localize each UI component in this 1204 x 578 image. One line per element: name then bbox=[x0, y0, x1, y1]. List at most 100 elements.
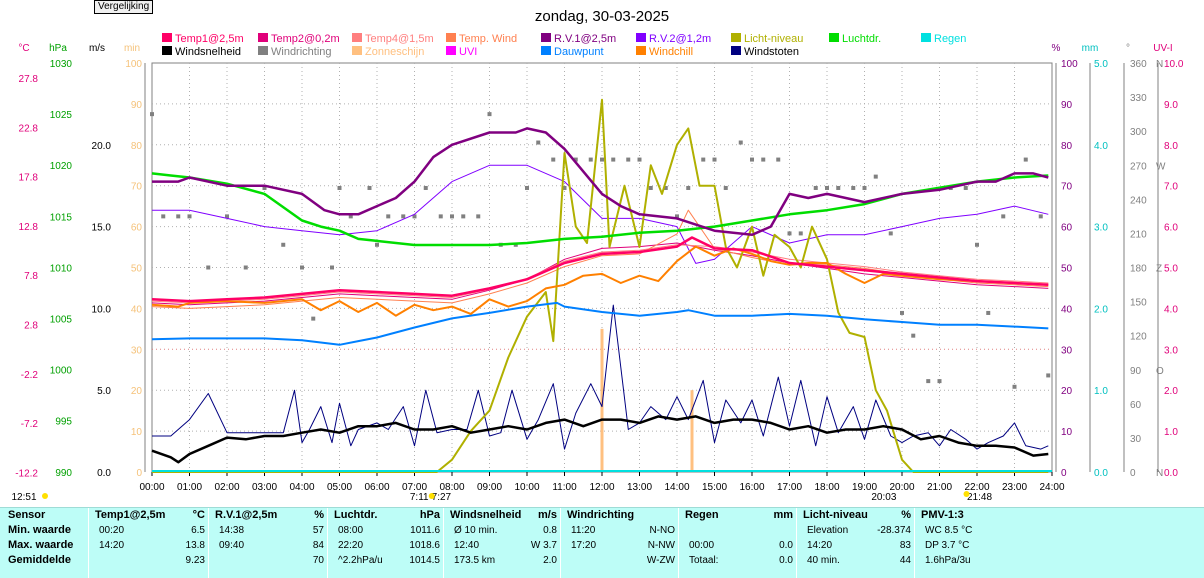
compass-label: N bbox=[1156, 468, 1163, 479]
windrichting-point bbox=[750, 157, 754, 162]
stats-column-unit: m/s bbox=[538, 509, 557, 521]
legend-label: R.V.2@1,2m bbox=[649, 33, 711, 45]
stats-column-title: Windrichting bbox=[567, 509, 635, 521]
temp4-1-5m-line bbox=[151, 244, 1049, 304]
direction-tick-label: 270 bbox=[1130, 161, 1147, 172]
stats-cell-value: 6.5 bbox=[191, 525, 205, 536]
stats-cell-row: ^2.2hPa/u 1014.5 bbox=[328, 553, 444, 568]
stats-cell-value: 0.8 bbox=[543, 525, 557, 536]
stats-cell-value: 84 bbox=[312, 540, 324, 551]
sunrise-label: 7:11 bbox=[410, 492, 429, 503]
light-tick-label: 90 bbox=[131, 100, 143, 111]
uv-tick-label: 8.0 bbox=[1164, 141, 1178, 152]
rain-tick-label: 2.0 bbox=[1094, 304, 1108, 315]
x-tick-label: 16:00 bbox=[739, 482, 764, 493]
x-tick-label: 07:00 bbox=[402, 482, 427, 493]
stats-cell-value: 70 bbox=[312, 555, 324, 566]
stats-row-labels: Sensor Min. waarde Max. waarde Gemiddeld… bbox=[0, 508, 98, 578]
stats-cell-row: 12:40 W 3.7 bbox=[444, 538, 561, 553]
stats-cell-value: 2.0 bbox=[543, 555, 557, 566]
stats-cell-row: 09:40 84 bbox=[209, 538, 328, 553]
windrichting-point bbox=[367, 185, 372, 190]
windrichting-point bbox=[600, 157, 604, 162]
uv-tick-label: 9.0 bbox=[1164, 100, 1178, 111]
stats-column-unit: % bbox=[314, 509, 324, 521]
stats-column: R.V.1@2,5m% 14:38 57 09:40 84 70 bbox=[208, 508, 328, 578]
stats-cell-label: 14:20 bbox=[99, 540, 125, 551]
r-v-1-2-5m-line bbox=[152, 127, 1049, 237]
stats-cell-value: 57 bbox=[312, 525, 324, 536]
temp-tick-label: 7.8 bbox=[24, 271, 38, 282]
stats-cell-value: 1014.5 bbox=[409, 555, 440, 566]
stats-column-title: Windsnelheid bbox=[450, 509, 522, 521]
x-tick-label: 18:00 bbox=[814, 482, 839, 493]
stats-column-header: Windsnelheid m/s bbox=[444, 508, 561, 523]
temp1-2-5m-line bbox=[151, 236, 1049, 303]
x-tick-label: 08:00 bbox=[439, 482, 464, 493]
stats-cell-row: 70 bbox=[209, 553, 328, 568]
legend-label: Luchtdr. bbox=[842, 33, 881, 45]
stats-cell-row: 173.5 km 2.0 bbox=[444, 553, 561, 568]
stats-cell-value: W 3.7 bbox=[530, 540, 557, 551]
humidity-tick-label: 80 bbox=[1061, 141, 1073, 152]
stats-cell-row: Elevation -28.374 bbox=[797, 523, 915, 538]
direction-tick-label: 240 bbox=[1130, 195, 1147, 206]
stats-cell-row bbox=[679, 523, 797, 538]
legend-swatch bbox=[731, 46, 741, 55]
rain-tick-label: 3.0 bbox=[1094, 223, 1108, 234]
uv-tick-label: 2.0 bbox=[1164, 386, 1178, 397]
legend-swatch bbox=[829, 33, 839, 42]
x-tick-label: 17:00 bbox=[777, 482, 802, 493]
light-tick-label: 80 bbox=[131, 141, 143, 152]
windrichting-point bbox=[1023, 157, 1028, 162]
x-tick-label: 24:00 bbox=[1039, 482, 1064, 493]
stats-column: Temp1@2,5m °C 00:20 6.5 14:20 13.8 9.23 bbox=[88, 508, 209, 578]
legend-swatch bbox=[258, 46, 268, 55]
pressure-tick-label: 1030 bbox=[50, 59, 73, 70]
legend-swatch bbox=[446, 33, 456, 42]
windchill-line bbox=[151, 245, 1049, 317]
compare-button[interactable]: Vergelijking bbox=[94, 0, 154, 14]
temp-tick-label: 2.8 bbox=[24, 321, 38, 332]
stats-cell-row: W-ZW bbox=[561, 553, 679, 568]
legend-label: Windrichting bbox=[271, 46, 332, 58]
stats-column-header: Temp1@2,5m °C bbox=[89, 508, 209, 523]
stats-cell-label: 12:40 bbox=[454, 540, 480, 551]
pressure-tick-label: 1020 bbox=[50, 161, 73, 172]
legend-label: Zonneschijn bbox=[365, 46, 424, 58]
temp-tick-label: 27.8 bbox=[19, 74, 39, 85]
legend-swatch bbox=[352, 33, 362, 42]
stats-cell-row: WC 8.5 °C bbox=[915, 523, 1035, 538]
stats-cell-row: Ø 10 min. 0.8 bbox=[444, 523, 561, 538]
windrichting-point bbox=[476, 214, 481, 219]
stats-column-title: Licht-niveau bbox=[803, 509, 868, 521]
direction-tick-label: 120 bbox=[1130, 332, 1147, 343]
direction-tick-label: 60 bbox=[1130, 400, 1142, 411]
stats-label-min: Min. waarde bbox=[8, 524, 71, 536]
x-tick-label: 03:00 bbox=[252, 482, 277, 493]
dauwpunt-line bbox=[151, 301, 1049, 346]
windrichting-point bbox=[888, 231, 893, 236]
stats-column-header: PMV-1:3 bbox=[915, 508, 1035, 523]
stats-cell-label: ^2.2hPa/u bbox=[338, 555, 383, 566]
light-tick-label: 40 bbox=[131, 304, 143, 315]
x-tick-label: 14:00 bbox=[664, 482, 689, 493]
direction-tick-label: 0 bbox=[1130, 468, 1136, 479]
windrichting-point bbox=[798, 231, 803, 236]
sun-icon bbox=[428, 493, 435, 499]
windrichting-point bbox=[461, 214, 466, 219]
x-tick-label: 09:00 bbox=[477, 482, 502, 493]
direction-tick-label: 300 bbox=[1130, 127, 1147, 138]
windrichting-point bbox=[330, 265, 334, 270]
stats-cell-value: N-NW bbox=[647, 540, 675, 551]
stats-column-title: R.V.1@2,5m bbox=[215, 509, 278, 521]
x-tick-label: 12:00 bbox=[589, 482, 614, 493]
legend-label: R.V.1@2,5m bbox=[554, 33, 616, 45]
stats-cell-value: 13.8 bbox=[185, 540, 205, 551]
windrichting-point bbox=[813, 185, 818, 190]
uv-tick-label: 3.0 bbox=[1164, 345, 1178, 356]
legend-label: Temp1@2,5m bbox=[175, 33, 244, 45]
stats-cell-row: 00:00 0.0 bbox=[679, 538, 797, 553]
direction-tick-label: 360 bbox=[1130, 59, 1147, 70]
light-tick-label: 70 bbox=[131, 182, 143, 193]
